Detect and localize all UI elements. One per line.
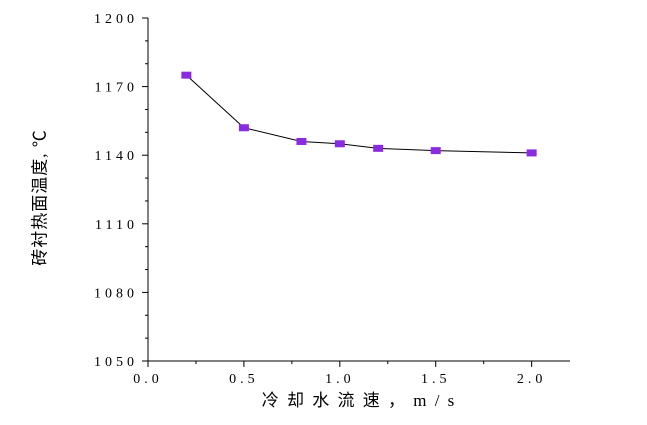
x-tick-label: 0.5 [229,372,259,387]
data-point-marker [373,144,384,152]
y-tick-label: 1080 [94,286,138,301]
data-point-marker [181,71,192,79]
x-axis-title: 冷 却 水 流 速 ， m / s [261,391,457,410]
y-axis-title: 砖衬热面温度, ℃ [30,129,50,266]
data-point-marker [296,137,307,145]
x-tick-label: 1.0 [325,372,355,387]
y-tick-label: 1050 [94,355,138,370]
y-tick-label: 1110 [95,218,138,233]
x-tick-label: 1.5 [421,372,451,387]
data-line [186,74,532,154]
data-point-marker [238,124,249,132]
y-tick-label: 1170 [95,81,138,96]
data-point-marker [334,140,345,148]
data-point-marker [526,149,537,157]
y-tick-label: 1200 [94,12,138,27]
data-point-marker [430,147,441,155]
x-tick-label: 0.0 [133,372,163,387]
x-tick-label: 2.0 [517,372,547,387]
y-tick-label: 1140 [95,149,138,164]
